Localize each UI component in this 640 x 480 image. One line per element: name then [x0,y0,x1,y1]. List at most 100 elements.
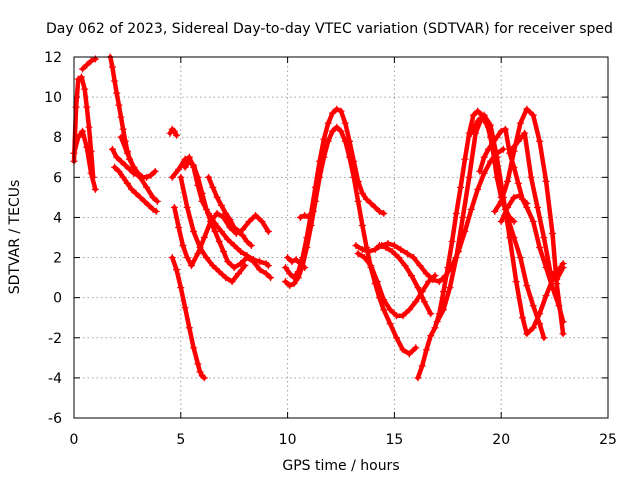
plot-frame [73,56,609,419]
series-trace [80,56,98,72]
data-point [249,258,257,266]
data-point [386,306,394,314]
y-tick-label: 10 [44,90,62,106]
data-point [375,242,383,250]
data-point [237,248,245,256]
data-point [119,173,127,181]
data-point [79,127,87,135]
data-point [143,183,151,191]
data-point [209,262,217,270]
data-point [217,227,225,235]
y-tick-label: -2 [48,331,62,347]
y-tick-label: -6 [48,411,62,427]
series-arc-d [106,53,146,181]
data-point [493,153,501,161]
data-point [493,133,501,141]
data-point [243,238,251,246]
data-point [303,244,311,252]
data-point [200,374,208,382]
data-point [540,234,548,241]
series-trace [71,128,98,192]
data-point [529,111,537,119]
data-point [399,346,407,354]
data-point [529,217,537,225]
data-point [83,61,91,69]
data-point [181,304,189,312]
series-arc-g [117,133,161,205]
data-point [190,161,198,169]
data-point [264,227,272,235]
data-point [183,203,191,211]
data-point [194,173,202,181]
data-point [467,129,475,137]
data-point [384,240,392,248]
data-point [536,244,544,252]
y-tick-label: 4 [53,210,62,226]
data-point [467,205,475,213]
data-point [375,207,383,215]
data-point [425,278,433,286]
data-point [480,169,488,177]
y-tick-label: -4 [48,371,62,387]
data-point [83,143,91,151]
series-arc-u [375,242,435,318]
data-point [519,314,527,322]
data-point [168,254,176,262]
data-point [527,173,535,181]
data-point [207,217,215,225]
data-point [382,244,390,252]
data-point [224,258,232,266]
data-point [145,201,153,209]
data-point [294,274,302,282]
series-arc-f [111,163,160,215]
data-point [286,282,294,290]
data-point [181,163,189,171]
data-point [243,254,251,262]
data-point [480,111,488,119]
data-point [365,248,373,256]
x-tick-label: 5 [176,432,185,448]
x-tick-label: 10 [279,432,297,448]
data-point [416,262,424,270]
data-point [215,268,223,276]
data-point [476,167,484,175]
series-arc-h [166,125,181,139]
series-arc-ac [476,125,531,207]
data-point [529,324,537,332]
data-point [252,211,260,219]
data-point [121,161,129,169]
data-point [202,205,210,213]
data-point [397,246,405,254]
series-trace [167,126,179,138]
data-point [256,258,264,266]
data-point [480,153,488,161]
data-point [245,217,253,225]
data-point [123,179,131,187]
data-point [440,306,448,314]
data-point [222,274,230,282]
data-point [444,264,452,272]
data-point [117,133,125,141]
series-trace [298,209,316,220]
data-point [209,183,217,191]
data-point [256,266,264,274]
data-point [418,362,426,370]
data-point [542,177,550,185]
data-point [311,197,319,205]
data-point [168,173,176,181]
data-point [190,227,198,235]
data-point [226,215,234,223]
data-point [491,207,499,215]
data-point [395,254,403,262]
data-point [324,119,332,127]
data-point [301,211,309,219]
y-axis-label: SDTVAR / TECUs [7,180,23,295]
data-point [237,260,245,268]
data-point [420,298,428,306]
data-point [202,254,210,262]
data-point [412,298,420,306]
data-point [363,195,371,203]
data-point [292,256,300,264]
data-point [346,153,354,161]
